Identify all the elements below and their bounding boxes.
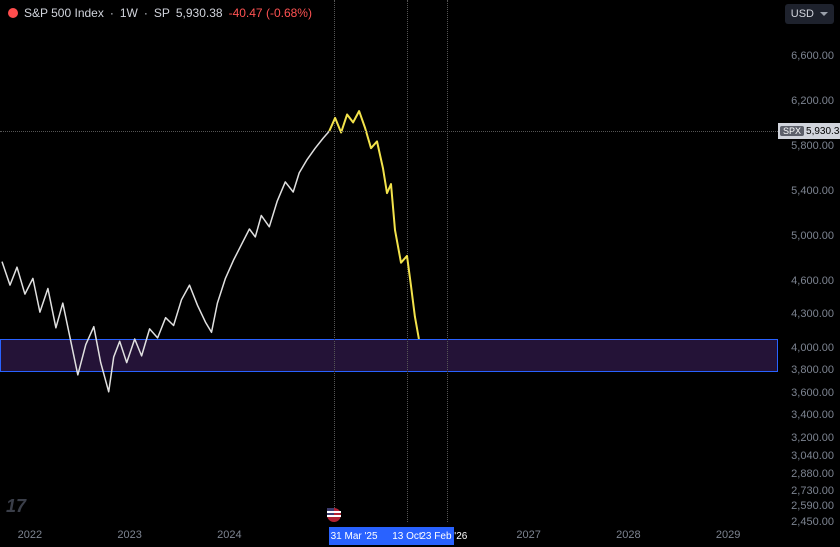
currency-label: USD <box>791 8 814 20</box>
y-tick-label: 3,600.00 <box>791 387 834 399</box>
last-price: 5,930.38 <box>176 6 223 20</box>
price-tag-value: 5,930.38 <box>806 126 840 137</box>
y-tick-label: 3,200.00 <box>791 432 834 444</box>
price-tag-symbol: SPX <box>780 126 804 136</box>
y-tick-label: 2,880.00 <box>791 468 834 480</box>
last-price-line <box>0 131 778 132</box>
currency-selector[interactable]: USD <box>785 4 834 24</box>
symbol-name[interactable]: S&P 500 Index <box>24 6 104 20</box>
y-tick-label: 6,600.00 <box>791 50 834 62</box>
y-tick-label: 4,300.00 <box>791 308 834 320</box>
price-change: -40.47 (-0.68%) <box>229 6 312 20</box>
symbol-status-dot <box>8 8 18 18</box>
chevron-down-icon <box>820 12 828 16</box>
y-tick-label: 2,730.00 <box>791 485 834 497</box>
x-tick-label: 2023 <box>117 529 141 541</box>
y-tick-label: 3,800.00 <box>791 364 834 376</box>
y-tick-label: 2,590.00 <box>791 500 834 512</box>
interval-label[interactable]: 1W <box>120 6 138 20</box>
y-tick-label: 5,000.00 <box>791 230 834 242</box>
y-tick-label: 4,000.00 <box>791 342 834 354</box>
y-tick-label: 3,400.00 <box>791 409 834 421</box>
y-tick-label: 5,800.00 <box>791 140 834 152</box>
chart-header: S&P 500 Index · 1W · SP 5,930.38 -40.47 … <box>8 6 312 20</box>
y-tick-label: 6,200.00 <box>791 95 834 107</box>
x-highlight-label: 23 Feb '26 <box>420 531 467 542</box>
x-highlight-label: 31 Mar '25 <box>331 531 378 542</box>
series-historical[interactable] <box>2 131 329 392</box>
x-tick-label: 2028 <box>616 529 640 541</box>
chart-plot[interactable] <box>0 0 778 522</box>
y-tick-label: 2,450.00 <box>791 516 834 528</box>
y-axis[interactable]: 7,000.006,600.006,200.005,800.005,400.00… <box>778 0 840 522</box>
x-tick-label: 2029 <box>716 529 740 541</box>
x-highlight-label: 13 Oct <box>392 531 421 542</box>
series-projection[interactable] <box>329 111 419 339</box>
y-tick-label: 3,040.00 <box>791 450 834 462</box>
x-axis[interactable]: 2022 2023 2024 2027 2028 2029 <box>0 522 778 547</box>
y-tick-label: 5,400.00 <box>791 185 834 197</box>
x-tick-label: 2022 <box>18 529 42 541</box>
exchange-label: SP <box>154 6 170 20</box>
y-tick-label: 4,600.00 <box>791 275 834 287</box>
last-price-tag[interactable]: SPX5,930.38 <box>778 123 840 139</box>
x-tick-label: 2027 <box>516 529 540 541</box>
x-tick-label: 2024 <box>217 529 241 541</box>
